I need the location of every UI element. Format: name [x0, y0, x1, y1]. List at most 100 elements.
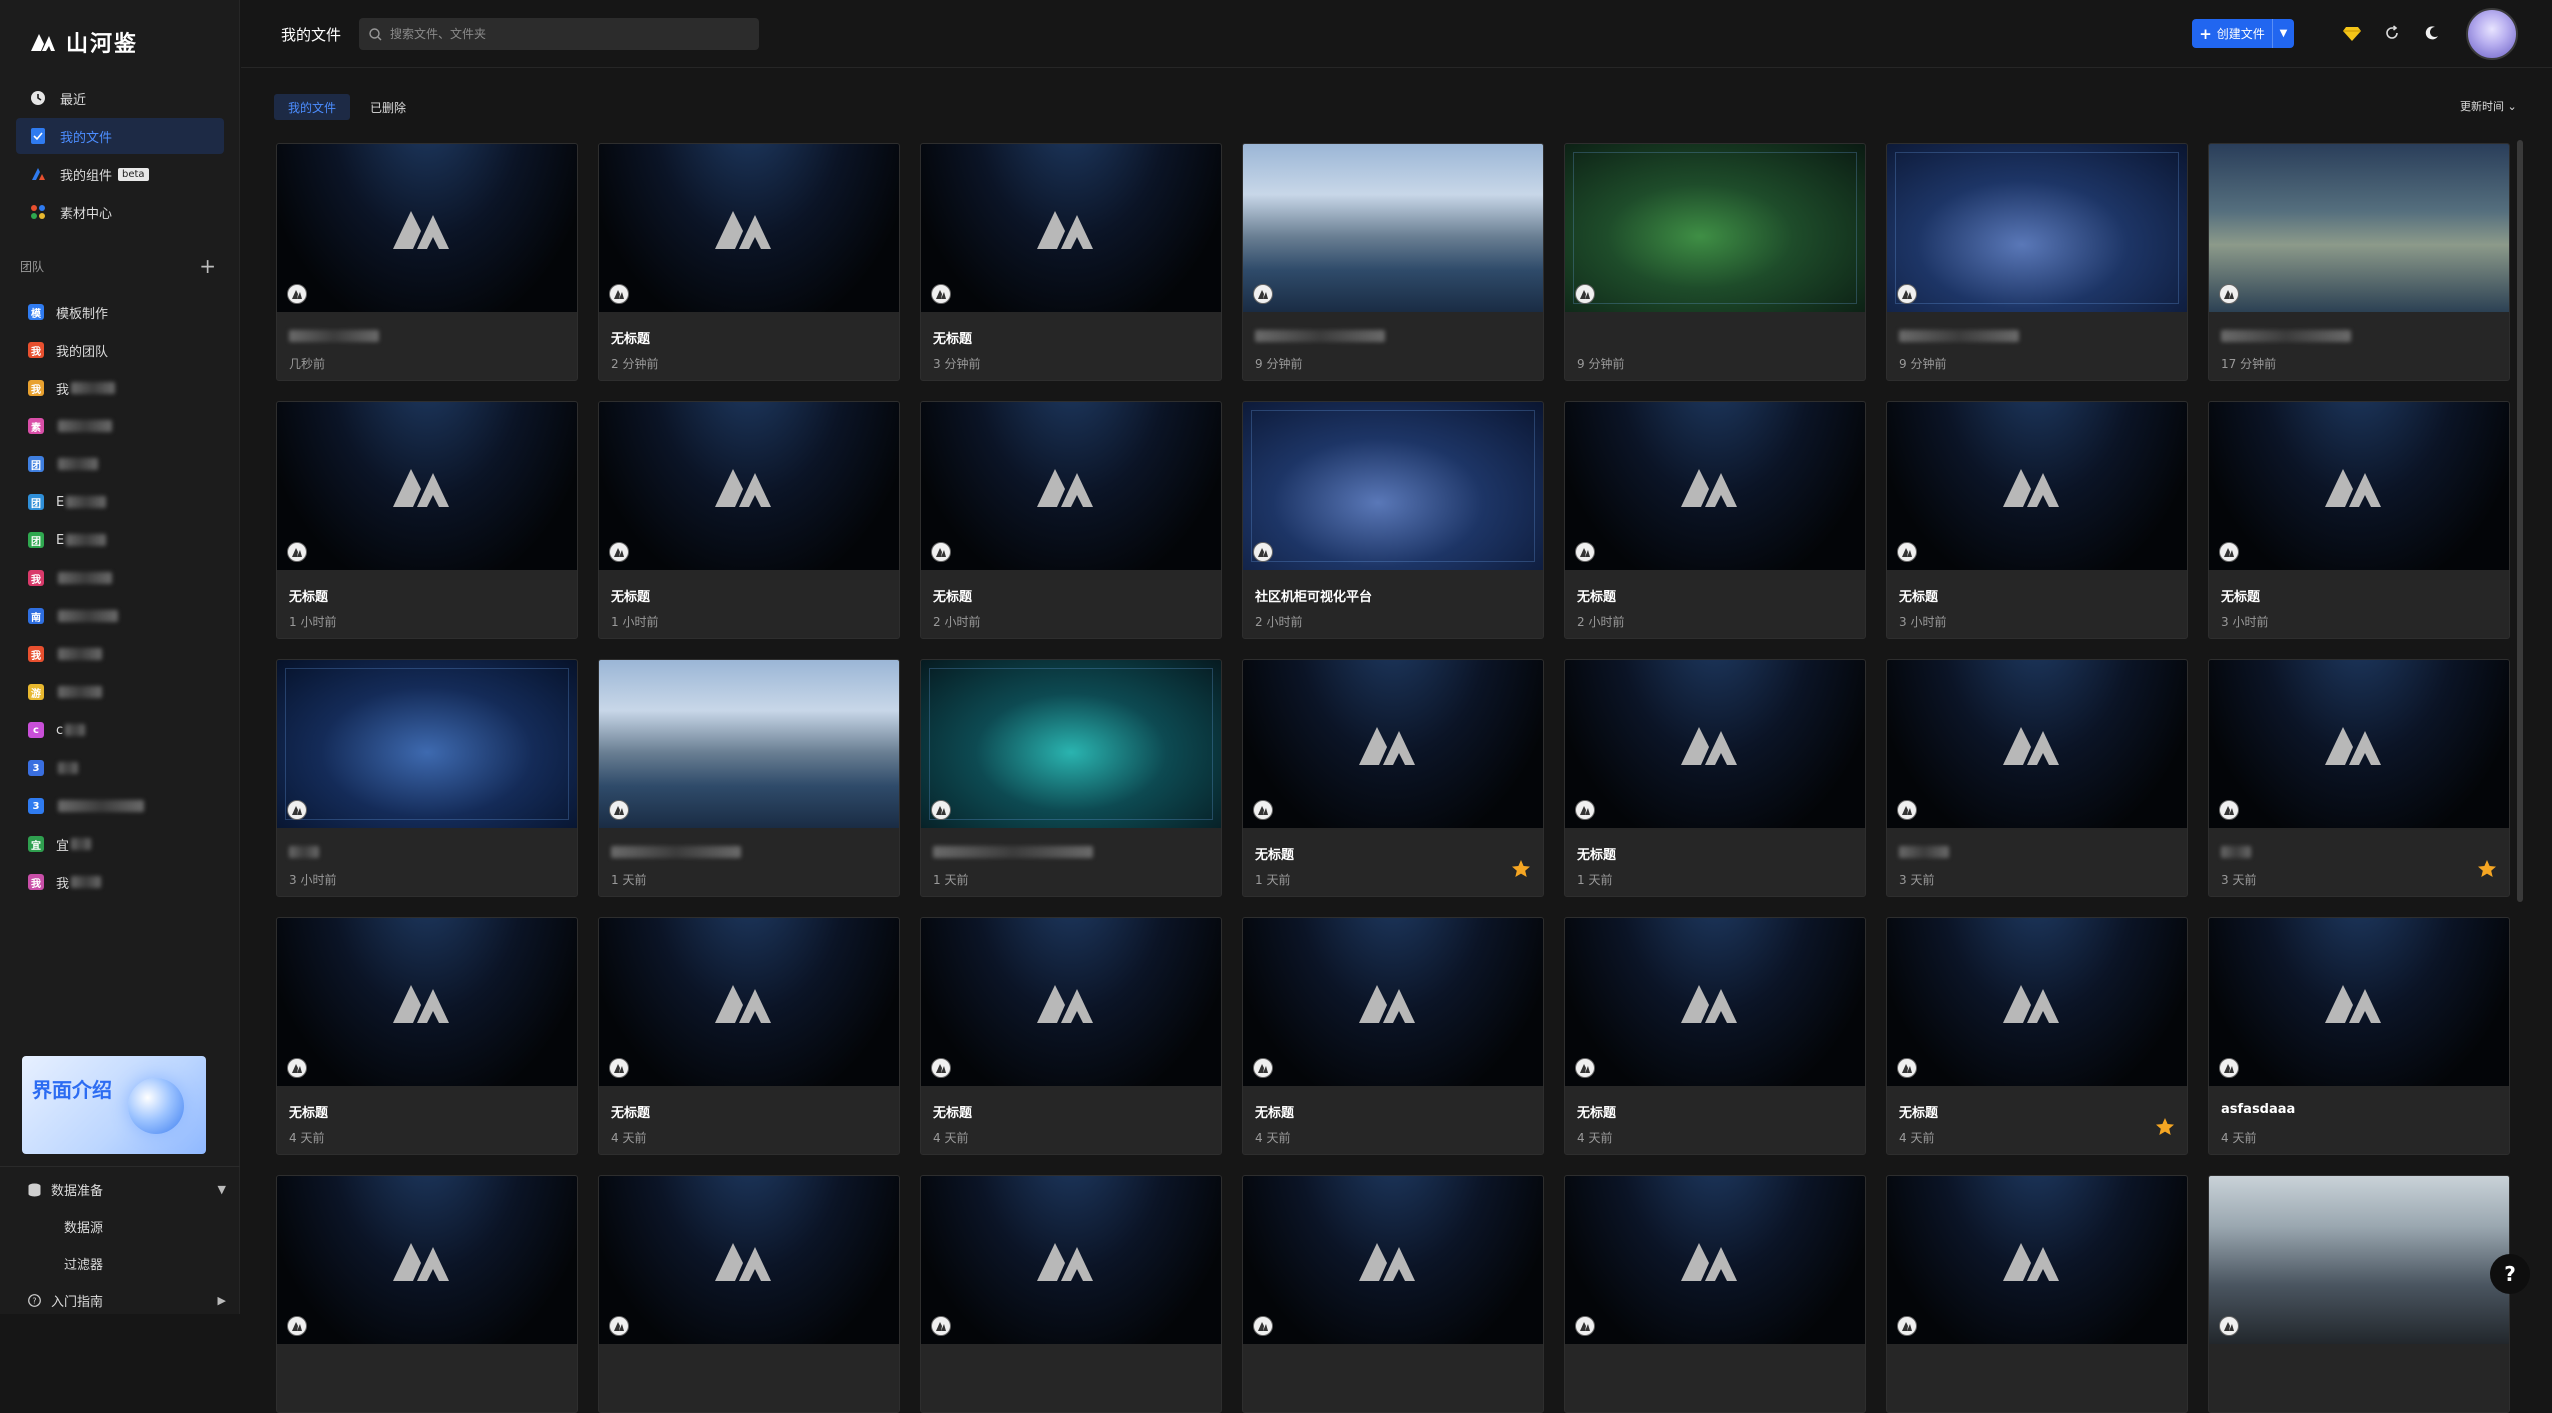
- file-card[interactable]: 9 分钟前: [1564, 143, 1866, 381]
- file-card[interactable]: 无标题 2 小时前: [920, 401, 1222, 639]
- team-item[interactable]: 3: [28, 749, 218, 787]
- file-card[interactable]: 无标题 1 小时前: [598, 401, 900, 639]
- file-card[interactable]: 9 分钟前: [1886, 143, 2188, 381]
- nav-item-materials[interactable]: 素材中心: [16, 194, 224, 230]
- create-file-main[interactable]: + 创建文件: [2192, 25, 2272, 43]
- file-card[interactable]: 无标题 4 天前: [276, 917, 578, 1155]
- filter-link[interactable]: 过滤器: [0, 1245, 240, 1282]
- file-thumbnail[interactable]: [599, 660, 899, 828]
- file-card[interactable]: 无标题 3 小时前: [2208, 401, 2510, 639]
- file-thumbnail[interactable]: [1565, 918, 1865, 1086]
- file-card[interactable]: 1 天前: [920, 659, 1222, 897]
- nav-item-my-components[interactable]: 我的组件 beta: [16, 156, 224, 192]
- team-item[interactable]: 我我的团队: [28, 331, 218, 369]
- file-thumbnail[interactable]: [921, 402, 1221, 570]
- team-item[interactable]: 3: [28, 787, 218, 825]
- scrollbar[interactable]: [2517, 140, 2523, 902]
- file-card[interactable]: 1 天前: [598, 659, 900, 897]
- file-card[interactable]: [1886, 1175, 2188, 1413]
- tab-deleted[interactable]: 已删除: [370, 100, 407, 115]
- vip-diamond-icon[interactable]: [2341, 22, 2363, 44]
- file-card[interactable]: 几秒前: [276, 143, 578, 381]
- file-thumbnail[interactable]: [2209, 402, 2509, 570]
- file-thumbnail[interactable]: [277, 144, 577, 312]
- file-thumbnail[interactable]: [1243, 660, 1543, 828]
- file-thumbnail[interactable]: [2209, 918, 2509, 1086]
- team-item[interactable]: 我: [28, 635, 218, 673]
- file-thumbnail[interactable]: [2209, 144, 2509, 312]
- file-thumbnail[interactable]: [921, 1176, 1221, 1344]
- file-card[interactable]: 无标题 1 天前: [1564, 659, 1866, 897]
- file-thumbnail[interactable]: [277, 1176, 577, 1344]
- file-thumbnail[interactable]: [1243, 918, 1543, 1086]
- file-card[interactable]: 无标题 4 天前: [598, 917, 900, 1155]
- file-thumbnail[interactable]: [1565, 144, 1865, 312]
- file-thumbnail[interactable]: [1565, 402, 1865, 570]
- tab-my-files[interactable]: 我的文件: [274, 94, 351, 120]
- file-thumbnail[interactable]: [921, 144, 1221, 312]
- file-card[interactable]: [1242, 1175, 1544, 1413]
- file-thumbnail[interactable]: [1243, 402, 1543, 570]
- file-card[interactable]: asfasdaaa 4 天前: [2208, 917, 2510, 1155]
- team-item[interactable]: 游: [28, 673, 218, 711]
- file-card[interactable]: 3 小时前: [276, 659, 578, 897]
- file-card[interactable]: 无标题 3 分钟前: [920, 143, 1222, 381]
- team-item[interactable]: 我我: [28, 863, 218, 901]
- file-card[interactable]: [598, 1175, 900, 1413]
- guide-link[interactable]: ? 入门指南 ▶: [0, 1282, 240, 1319]
- file-card[interactable]: 社区机柜可视化平台 2 小时前: [1242, 401, 1544, 639]
- file-thumbnail[interactable]: [921, 918, 1221, 1086]
- file-thumbnail[interactable]: [277, 660, 577, 828]
- create-file-dropdown[interactable]: ▼: [2272, 19, 2294, 48]
- file-card[interactable]: 无标题 4 天前: [1242, 917, 1544, 1155]
- dark-mode-icon[interactable]: [2421, 22, 2443, 44]
- search-input[interactable]: [390, 27, 750, 41]
- file-thumbnail[interactable]: [1887, 1176, 2187, 1344]
- add-team-button[interactable]: +: [199, 254, 216, 278]
- team-item[interactable]: 我我: [28, 369, 218, 407]
- interface-intro-banner[interactable]: 界面介绍: [22, 1056, 206, 1154]
- file-card[interactable]: 无标题 2 分钟前: [598, 143, 900, 381]
- file-card[interactable]: 无标题 4 天前: [1886, 917, 2188, 1155]
- file-thumbnail[interactable]: [277, 918, 577, 1086]
- file-card[interactable]: 无标题 3 小时前: [1886, 401, 2188, 639]
- file-thumbnail[interactable]: [277, 402, 577, 570]
- file-thumbnail[interactable]: [599, 144, 899, 312]
- team-item[interactable]: 南: [28, 597, 218, 635]
- search-box[interactable]: [359, 18, 759, 50]
- team-item[interactable]: 素: [28, 407, 218, 445]
- file-thumbnail[interactable]: [1243, 144, 1543, 312]
- file-thumbnail[interactable]: [2209, 660, 2509, 828]
- app-logo[interactable]: 山河鉴: [30, 26, 138, 58]
- file-card[interactable]: 无标题 4 天前: [1564, 917, 1866, 1155]
- data-source-link[interactable]: 数据源: [0, 1208, 240, 1245]
- file-thumbnail[interactable]: [2209, 1176, 2509, 1344]
- file-thumbnail[interactable]: [1887, 918, 2187, 1086]
- file-thumbnail[interactable]: [1565, 1176, 1865, 1344]
- team-item[interactable]: 宜宜: [28, 825, 218, 863]
- team-item[interactable]: 团: [28, 445, 218, 483]
- create-file-button[interactable]: + 创建文件 ▼: [2192, 19, 2294, 48]
- team-item[interactable]: 我: [28, 559, 218, 597]
- file-card[interactable]: [920, 1175, 1222, 1413]
- file-card[interactable]: 无标题 1 天前: [1242, 659, 1544, 897]
- file-thumbnail[interactable]: [1565, 660, 1865, 828]
- file-card[interactable]: 9 分钟前: [1242, 143, 1544, 381]
- file-thumbnail[interactable]: [599, 918, 899, 1086]
- help-button[interactable]: ?: [2490, 1254, 2530, 1294]
- file-card[interactable]: 17 分钟前: [2208, 143, 2510, 381]
- nav-item-my-files[interactable]: 我的文件: [16, 118, 224, 154]
- star-icon[interactable]: [2155, 1117, 2175, 1137]
- file-thumbnail[interactable]: [921, 660, 1221, 828]
- file-card[interactable]: [2208, 1175, 2510, 1413]
- star-icon[interactable]: [1511, 859, 1531, 879]
- user-avatar[interactable]: [2466, 8, 2518, 60]
- star-icon[interactable]: [2477, 859, 2497, 879]
- file-thumbnail[interactable]: [1887, 144, 2187, 312]
- file-thumbnail[interactable]: [599, 402, 899, 570]
- file-thumbnail[interactable]: [1887, 660, 2187, 828]
- file-card[interactable]: [276, 1175, 578, 1413]
